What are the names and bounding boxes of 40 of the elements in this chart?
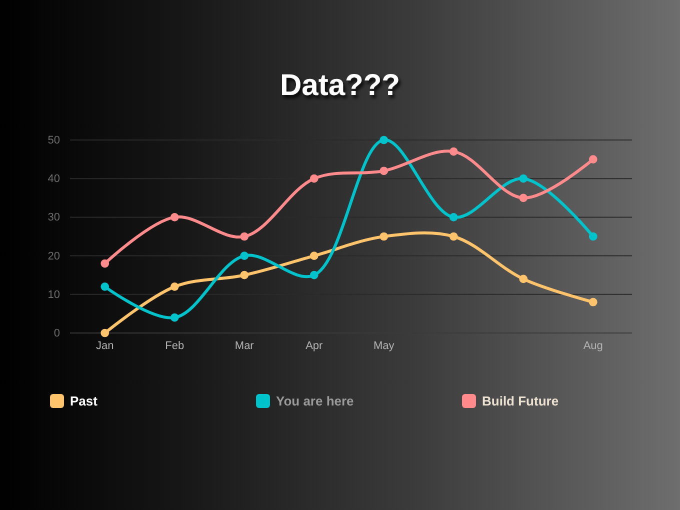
x-tick-label: May xyxy=(373,340,395,352)
point xyxy=(449,232,458,241)
y-tick-label: 10 xyxy=(48,288,60,301)
point xyxy=(380,232,388,241)
point xyxy=(100,328,110,338)
chart-title: Data??? xyxy=(280,69,400,102)
legend-label: You are here xyxy=(276,394,354,409)
point xyxy=(380,166,388,176)
point xyxy=(310,174,318,183)
y-tick-label: 50 xyxy=(48,134,60,147)
y-tick-label: 30 xyxy=(48,212,60,224)
legend-label: Past xyxy=(70,394,98,409)
legend-label: Build Future xyxy=(482,394,559,409)
point xyxy=(310,252,318,260)
point xyxy=(449,147,458,156)
point xyxy=(100,282,110,291)
point xyxy=(240,270,249,280)
point xyxy=(588,155,598,164)
point xyxy=(170,313,179,322)
x-tick-label: Feb xyxy=(165,340,184,352)
y-tick-label: 40 xyxy=(48,173,60,186)
point xyxy=(240,232,249,241)
point xyxy=(380,136,388,144)
point xyxy=(310,270,318,280)
point xyxy=(588,298,598,306)
point xyxy=(240,252,249,260)
point xyxy=(100,259,110,268)
point xyxy=(519,274,528,284)
x-tick-label: Jan xyxy=(96,340,114,352)
x-tick-label: Aug xyxy=(583,340,603,352)
x-tick-label: Apr xyxy=(306,340,324,352)
y-tick-label: 20 xyxy=(48,250,60,262)
point xyxy=(170,282,179,291)
x-tick-label: Mar xyxy=(234,340,254,352)
point xyxy=(519,174,528,183)
point xyxy=(519,194,528,202)
point xyxy=(170,213,179,222)
y-tick-label: 0 xyxy=(54,328,60,340)
point xyxy=(449,213,458,222)
point xyxy=(588,232,598,241)
